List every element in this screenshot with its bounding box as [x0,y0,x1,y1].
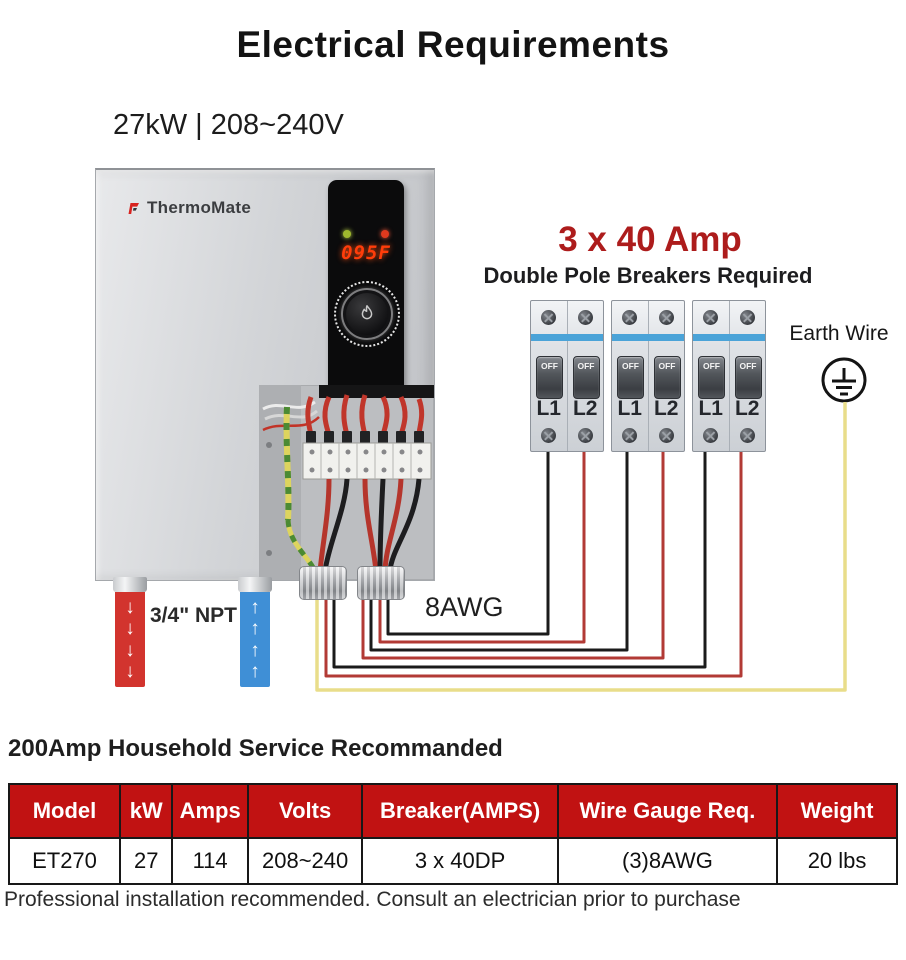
conduit-fitting [299,566,347,600]
pole-label: L1 [698,397,723,420]
hot-water-outlet-pipe: ↓ ↓ ↓ ↓ [113,577,147,687]
pipe-fitting [113,577,147,592]
screw-terminal-icon [622,310,637,325]
wire-gauge-label: 8AWG [425,592,504,622]
cell-kw: 27 [118,837,174,885]
breaker-requirement-heading: 3 x 40 Amp [558,220,742,259]
table-header-row: Model kW Amps Volts Breaker(AMPS) Wire G… [8,783,898,839]
pipe-fitting [238,577,272,592]
col-header: Model [8,783,121,839]
wiring-compartment [259,385,434,580]
cell-amps: 114 [171,837,249,885]
col-header: Weight [776,783,898,839]
thermomate-logo-icon [128,202,139,214]
col-header: Volts [246,783,364,839]
screw-terminal-icon [739,310,755,325]
l2-wire [361,450,665,660]
breaker-pole: OFF L2 [728,301,766,451]
down-arrow-icon: ↓ [125,618,135,640]
terminal-block [302,442,432,480]
npt-size-label: 3/4" NPT [150,604,237,627]
screw-terminal-icon [541,310,556,325]
l1-wire [369,450,629,652]
up-arrow-icon: ↑ [250,639,260,661]
pole-label: L1 [536,397,561,420]
breaker-toggle: OFF [617,356,644,399]
screw-terminal-icon [703,310,718,325]
service-recommendation-heading: 200Amp Household Service Recommanded [8,735,503,762]
pole-label: L2 [572,397,598,420]
screw-terminal-icon [658,310,674,325]
screw-terminal-icon [622,428,637,443]
pole-label: L2 [653,397,679,420]
breaker-toggle: OFF [536,356,563,399]
breaker-pole: OFF L2 [647,301,685,451]
power-voltage-label: 27kW | 208~240V [113,109,344,141]
breaker-requirement-subheading: Double Pole Breakers Required [483,263,813,288]
cell-wire-gauge: (3)8AWG [556,837,779,885]
earth-wire-line [315,402,847,692]
double-pole-breaker: OFF L1 OFF L2 [530,300,604,452]
down-arrow-icon: ↓ [125,660,135,682]
screw-terminal-icon [703,428,718,443]
knob-scale-icon [334,281,400,347]
down-arrow-icon: ↓ [125,639,135,661]
up-arrow-icon: ↑ [250,597,260,619]
green-led-icon [343,230,351,238]
breaker-toggle: OFF [734,356,762,399]
up-arrow-icon: ↑ [250,660,260,682]
water-heater-unit: ThermoMate 095F [95,168,435,581]
cell-breaker: 3 x 40DP [361,837,559,885]
breaker-toggle: OFF [698,356,725,399]
screw-terminal-icon [577,310,593,325]
l1-wire [386,450,550,636]
breaker-pole: OFF L1 [531,301,567,451]
ground-symbol-icon [821,357,867,403]
table-row: ET270 27 114 208~240 3 x 40DP (3)8AWG 20… [8,837,898,885]
breaker-toggle: OFF [572,356,600,399]
brand-name: ThermoMate [147,198,252,217]
screw-terminal-icon [541,428,556,443]
breaker-pole: OFF L1 [612,301,648,451]
screw-terminal-icon [577,428,593,443]
brand-logo: ThermoMate [126,198,251,218]
temperature-display: 095F [341,242,391,264]
installation-note: Professional installation recommended. C… [4,888,741,911]
temperature-knob [341,288,393,340]
spec-table: Model kW Amps Volts Breaker(AMPS) Wire G… [8,783,898,885]
breaker-pole: OFF L1 [693,301,729,451]
conduit-fitting [357,566,405,600]
col-header: Breaker(AMPS) [361,783,559,839]
cell-volts: 208~240 [246,837,364,885]
l1-wire [332,450,707,669]
pole-label: L2 [734,397,760,420]
col-header: kW [118,783,174,839]
screw-terminal-icon [739,428,755,443]
double-pole-breaker: OFF L1 OFF L2 [611,300,685,452]
screw-terminal-icon [658,428,674,443]
page-title: Electrical Requirements [236,24,670,65]
red-led-icon [381,230,389,238]
breaker-toggle: OFF [653,356,681,399]
up-arrow-icon: ↑ [250,618,260,640]
double-pole-breaker: OFF L1 OFF L2 [692,300,766,452]
pole-label: L1 [617,397,642,420]
col-header: Wire Gauge Req. [556,783,779,839]
breaker-pole: OFF L2 [566,301,604,451]
breaker-panel: OFF L1 OFF L2 OFF L1 [530,300,766,452]
cell-model: ET270 [8,837,121,885]
l2-wire [324,450,743,678]
down-arrow-icon: ↓ [125,597,135,619]
cell-weight: 20 lbs [776,837,898,885]
earth-wire-label: Earth Wire [789,322,889,345]
l2-wire [378,450,586,644]
cold-water-inlet-pipe: ↑ ↑ ↑ ↑ [238,577,272,687]
flame-icon [361,305,373,320]
col-header: Amps [171,783,249,839]
control-panel: 095F [328,180,404,394]
